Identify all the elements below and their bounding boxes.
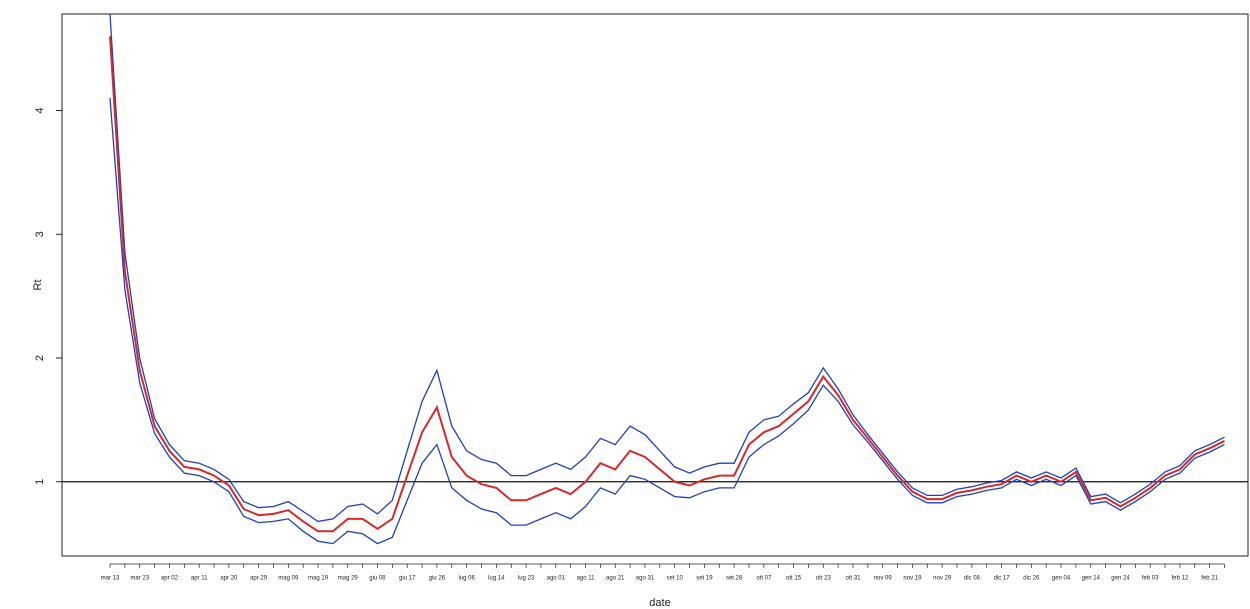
x-tick-label: apr 20 bbox=[220, 576, 238, 582]
x-tick-label: mag 29 bbox=[338, 576, 359, 582]
series-line bbox=[109, 13, 1225, 523]
x-tick-label: apr 11 bbox=[191, 576, 208, 582]
series-line bbox=[109, 36, 1225, 533]
x-tick-label: ago 21 bbox=[606, 576, 625, 582]
x-tick-label: mar 23 bbox=[130, 576, 149, 582]
x-tick-label: nov 19 bbox=[903, 576, 922, 582]
x-tick-label: feb 03 bbox=[1142, 576, 1159, 582]
x-tick-label: gen 24 bbox=[1111, 576, 1130, 582]
x-axis-label: date bbox=[649, 597, 670, 609]
series-line bbox=[109, 98, 1225, 545]
x-tick-label: dic 17 bbox=[994, 576, 1011, 582]
x-tick-label: giu 17 bbox=[399, 576, 416, 582]
y-tick-label: 4 bbox=[34, 107, 46, 113]
x-tick-label: ott 15 bbox=[786, 576, 802, 582]
x-tick-label: apr 02 bbox=[161, 576, 179, 582]
y-tick-label: 1 bbox=[34, 479, 46, 485]
x-tick-label: lug 06 bbox=[458, 576, 475, 582]
x-tick-label: gen 14 bbox=[1082, 576, 1101, 582]
y-axis-label: Rt bbox=[32, 280, 44, 291]
x-tick-label: dic 26 bbox=[1023, 576, 1040, 582]
x-tick-label: giu 26 bbox=[429, 576, 446, 582]
x-tick-label: mar 13 bbox=[101, 576, 120, 582]
x-tick-label: set 10 bbox=[667, 576, 684, 582]
x-tick-label: nov 09 bbox=[874, 576, 893, 582]
x-tick-label: mag 19 bbox=[308, 576, 329, 582]
plot-frame bbox=[61, 13, 1249, 557]
x-tick-label: feb 21 bbox=[1201, 576, 1218, 582]
x-tick-label: ott 07 bbox=[756, 576, 772, 582]
x-tick-label: ago 11 bbox=[577, 576, 596, 582]
y-tick-label: 2 bbox=[34, 355, 46, 361]
x-tick-label: lug 14 bbox=[488, 576, 505, 582]
x-tick-label: dic 08 bbox=[964, 576, 981, 582]
x-tick-label: feb 12 bbox=[1172, 576, 1189, 582]
x-tick-label: lug 23 bbox=[518, 576, 535, 582]
x-tick-label: ago 31 bbox=[636, 576, 655, 582]
x-tick-label: ott 23 bbox=[816, 576, 832, 582]
y-tick-label: 3 bbox=[34, 231, 46, 237]
x-tick-label: ago 01 bbox=[547, 576, 566, 582]
x-tick-label: giu 08 bbox=[369, 576, 386, 582]
x-tick-label: gen 04 bbox=[1052, 576, 1071, 582]
x-tick-label: nov 29 bbox=[933, 576, 952, 582]
x-tick-label: set 19 bbox=[696, 576, 713, 582]
x-tick-label: apr 29 bbox=[250, 576, 268, 582]
x-tick-label: mag 09 bbox=[278, 576, 299, 582]
x-tick-label: ott 31 bbox=[845, 576, 861, 582]
x-tick-label: set 28 bbox=[726, 576, 743, 582]
